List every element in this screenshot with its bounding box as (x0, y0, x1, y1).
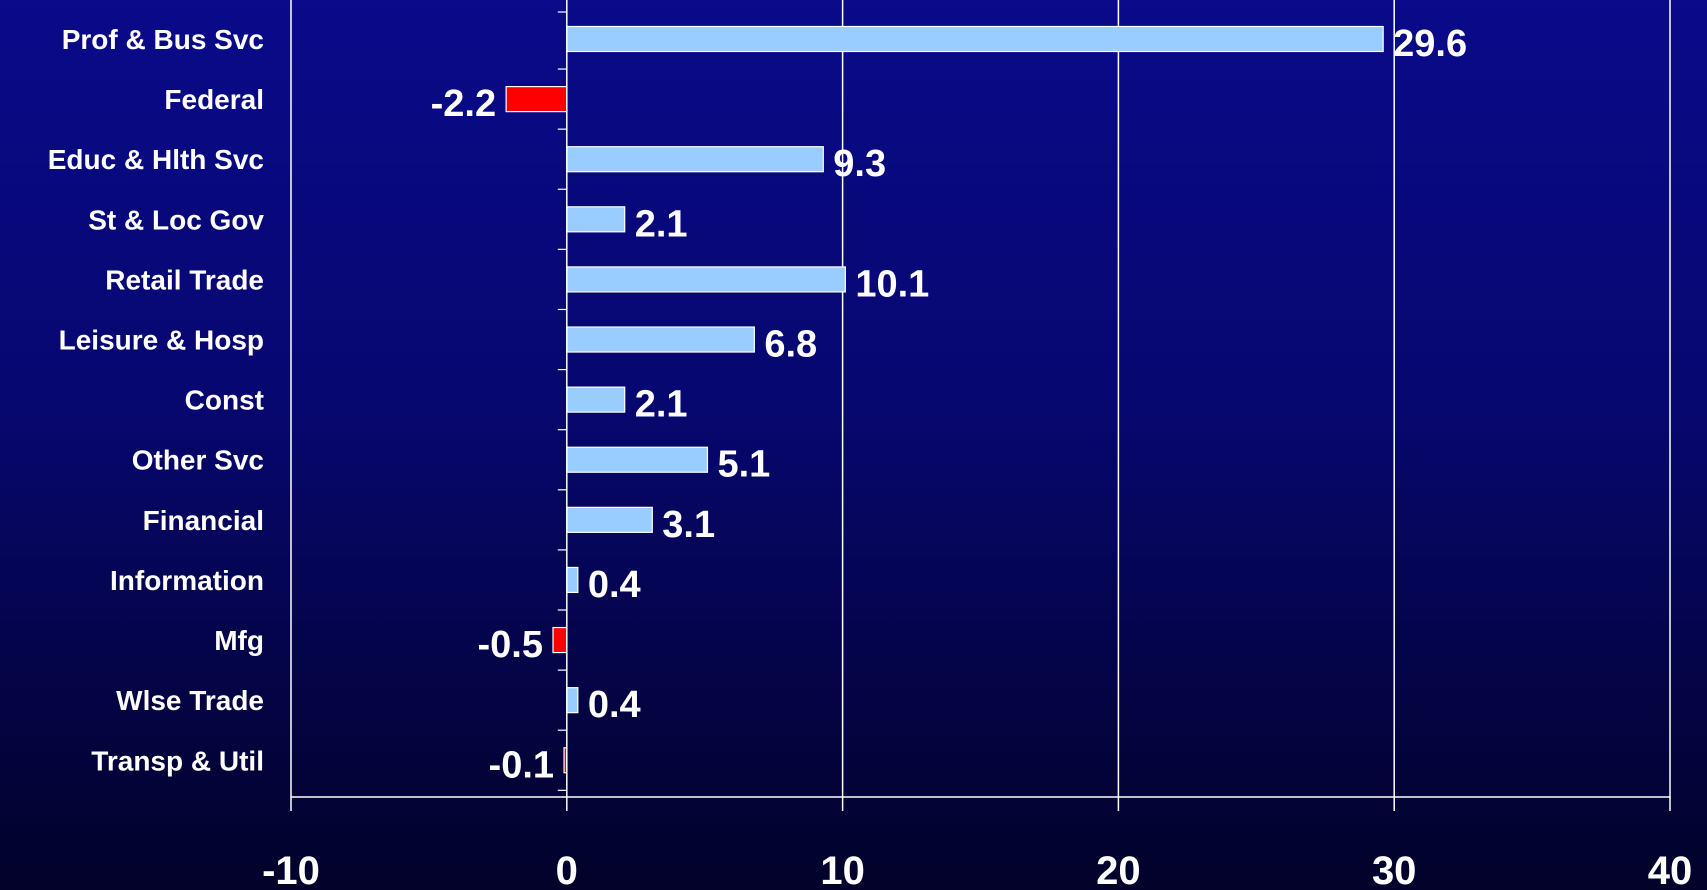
value-label: 5.1 (717, 444, 770, 486)
category-label: Transp & Util (91, 745, 264, 776)
value-label: 6.8 (764, 324, 817, 366)
bar-11 (566, 687, 579, 714)
category-label: Other Svc (132, 445, 264, 476)
category-label: Mfg (214, 625, 264, 656)
category-label: Financial (143, 505, 264, 536)
value-label: 2.1 (635, 384, 688, 426)
grid-layer (841, 0, 1395, 797)
bar-5 (566, 326, 755, 353)
bar-6 (566, 386, 626, 413)
value-label: 2.1 (635, 203, 688, 245)
value-label: -0.1 (489, 744, 554, 786)
category-label: Federal (164, 84, 264, 115)
value-label: -2.2 (431, 83, 496, 125)
bar-9 (566, 566, 579, 594)
value-label: 0.4 (588, 564, 641, 606)
value-label: -0.5 (478, 624, 543, 666)
bar-0 (566, 25, 1384, 53)
bar-3 (566, 206, 626, 233)
bar-7 (566, 446, 709, 473)
x-tick-label: 40 (1648, 849, 1693, 890)
bar-2 (566, 146, 824, 173)
labels-layer: Prof & Bus Svc 29.6 Federal -2.2 Educ & Hlth… (48, 23, 1693, 890)
x-tick-label: -10 (262, 849, 320, 890)
category-label: Educ & Hlth Svc (48, 144, 264, 175)
bar-4 (566, 266, 846, 293)
category-label: St & Loc Gov (88, 204, 264, 235)
bar-1 (505, 86, 568, 113)
bar-8 (566, 506, 653, 533)
bar-10 (552, 626, 568, 654)
bars-layer (505, 25, 1384, 774)
category-label: Leisure & Hosp (59, 325, 264, 356)
category-label: Const (185, 385, 264, 416)
x-tick-label: 0 (556, 849, 578, 890)
value-label: 29.6 (1393, 23, 1467, 65)
value-label: 10.1 (855, 263, 929, 305)
value-label: 0.4 (588, 684, 641, 726)
value-label: 9.3 (833, 143, 886, 185)
x-tick-label: 20 (1096, 849, 1141, 890)
value-label: 3.1 (662, 504, 715, 546)
category-label: Information (110, 565, 264, 596)
x-tick-label: 10 (820, 849, 865, 890)
x-tick-label: 30 (1372, 849, 1417, 890)
plot-frame (290, 0, 1671, 798)
category-label: Retail Trade (105, 264, 264, 295)
category-label: Wlse Trade (116, 685, 264, 716)
category-label: Prof & Bus Svc (62, 24, 264, 55)
axis-layer (290, 0, 1671, 811)
